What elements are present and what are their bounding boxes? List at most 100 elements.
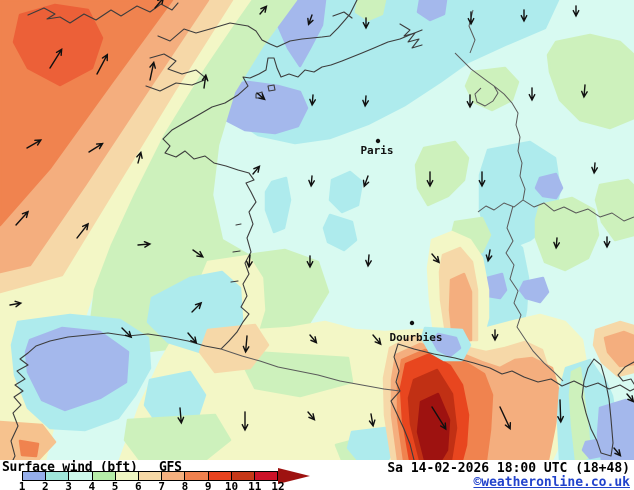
wind-arrow-icon <box>136 150 143 164</box>
wind-arrow-icon <box>187 332 198 345</box>
credit-link[interactable]: ©weatheronline.co.uk <box>473 475 630 490</box>
wind-arrow-icon <box>485 249 493 263</box>
scale-tick: 5 <box>111 480 119 490</box>
scale-cell <box>208 472 232 480</box>
wind-arrow-icon <box>149 60 156 81</box>
scale-tick: 10 <box>224 480 239 490</box>
wind-arrow-icon <box>76 222 90 239</box>
contour-layer <box>0 0 634 460</box>
wind-arrow-icon <box>137 241 152 248</box>
city-label-paris: Paris <box>360 144 393 157</box>
scale-cell <box>254 472 278 480</box>
wind-arrow-icon <box>603 236 611 249</box>
wind-arrow-icon <box>372 334 382 346</box>
wind-arrow-icon <box>553 237 561 250</box>
city-marker-layer: Paris Dourbies <box>360 138 443 344</box>
wind-arrow-icon <box>96 53 109 75</box>
wind-arrow-icon <box>520 9 528 23</box>
wind-arrow-icon <box>242 335 250 354</box>
coast-england <box>209 0 358 48</box>
wind-arrow-icon <box>26 139 43 149</box>
coast-netherlands <box>399 23 423 49</box>
scale-cells <box>22 471 278 481</box>
wind-arrow-icon <box>246 254 253 269</box>
wind-arrow-icon <box>177 407 185 425</box>
scale-cell <box>162 472 186 480</box>
coast-corsica <box>581 358 614 457</box>
wind-arrow-icon <box>362 95 370 108</box>
wind-arrow-icon <box>154 0 164 9</box>
wind-arrow-icon <box>591 162 599 175</box>
scale-tick: 1 <box>18 480 26 490</box>
scale-cell <box>69 472 93 480</box>
scale-tick: 9 <box>204 480 212 490</box>
city-marker-paris <box>375 138 381 144</box>
wind-arrow-icon <box>362 17 370 30</box>
scale-cell <box>46 472 70 480</box>
wind-arrow-icon <box>572 5 580 18</box>
wind-arrow-icon <box>431 406 447 431</box>
wind-arrow-icon <box>259 5 268 15</box>
wind-arrow-icon <box>192 249 205 258</box>
scale-tick: 2 <box>41 480 49 490</box>
wind-arrow-icon <box>201 73 209 89</box>
scale-cell <box>115 472 139 480</box>
wind-arrow-icon <box>626 393 634 403</box>
coast-cornwall-wales <box>145 11 353 92</box>
wind-arrow-icon <box>557 399 565 424</box>
scale-cell <box>23 472 47 480</box>
wind-arrow-icon <box>309 334 318 344</box>
city-marker-dourbies <box>409 320 415 326</box>
scale-tick: 12 <box>271 480 285 490</box>
scale-arrowhead-icon <box>278 468 310 484</box>
wind-arrow-icon <box>306 255 314 269</box>
coast-atlantic-france <box>162 138 257 350</box>
wind-arrow-icon <box>478 171 486 188</box>
wind-arrow-icon <box>9 300 23 308</box>
wind-arrow-icon <box>307 411 316 421</box>
wind-arrow-layer <box>9 0 634 457</box>
wind-arrow-icon <box>431 253 441 264</box>
wind-arrow-icon <box>191 301 203 313</box>
scale-tick: 4 <box>88 480 96 490</box>
coast-spain-north <box>10 332 222 460</box>
wind-arrow-icon <box>365 254 372 268</box>
wind-arrow-icon <box>49 48 63 69</box>
wind-arrow-icon <box>88 142 104 153</box>
scale-tick: 3 <box>65 480 72 490</box>
wind-map: Paris Dourbies <box>0 0 634 460</box>
scale-tick: 11 <box>248 480 262 490</box>
city-label-dourbies: Dourbies <box>390 331 443 344</box>
scale-tick: 6 <box>135 480 142 490</box>
wind-arrow-icon <box>466 94 474 109</box>
scale-cell <box>185 472 209 480</box>
wind-arrow-icon <box>256 92 266 101</box>
wind-arrow-icon <box>467 11 475 26</box>
scale-cell <box>92 472 116 480</box>
legend-bar: Surface wind (bft) GFS 1 2 3 4 5 6 7 8 9 10 11 12 S… <box>0 460 634 490</box>
wind-arrow-icon <box>362 175 370 188</box>
coast-mediterranean <box>390 343 634 460</box>
wind-arrow-icon <box>426 171 434 188</box>
coast-liguria <box>617 361 634 385</box>
wind-arrow-icon <box>309 94 317 107</box>
scale-cell <box>138 472 163 480</box>
wind-arrow-icon <box>613 447 622 457</box>
scale-tick-labels: 1 2 3 4 5 6 7 8 9 10 11 12 <box>18 480 285 490</box>
wind-arrow-icon <box>307 14 314 26</box>
coast-ireland <box>27 2 179 24</box>
wind-scale: 1 2 3 4 5 6 7 8 9 10 11 12 <box>19 468 310 490</box>
wind-map-canvas: Paris Dourbies <box>0 0 634 460</box>
wind-arrow-icon <box>241 411 249 432</box>
coastline-layer <box>10 0 634 460</box>
border-east <box>454 9 634 382</box>
wind-arrow-icon <box>121 327 133 339</box>
scale-cell <box>231 472 255 480</box>
wind-arrow-icon <box>581 84 588 99</box>
wind-arrow-icon <box>499 406 512 431</box>
scale-tick: 8 <box>181 480 189 490</box>
wind-arrow-icon <box>252 165 261 175</box>
border-pyrenees <box>220 348 401 392</box>
coast-north-france <box>162 29 423 140</box>
